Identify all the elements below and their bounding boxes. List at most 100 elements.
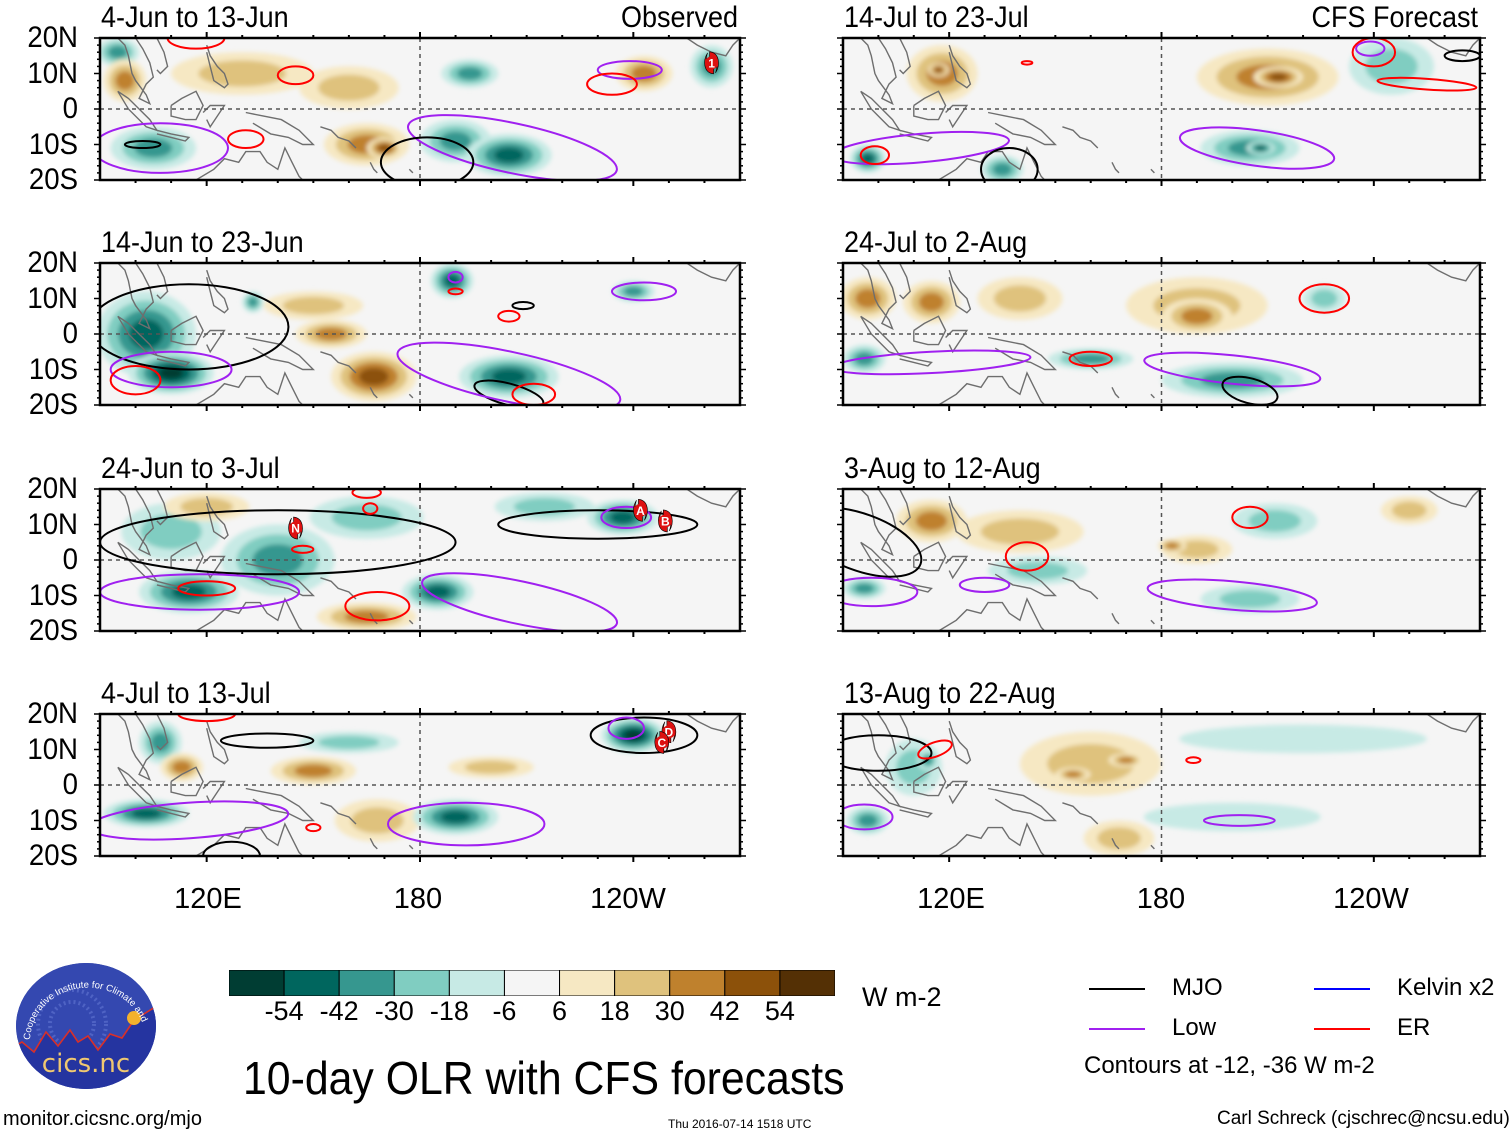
- colorbar-swatch: [779, 970, 835, 996]
- colorbar-tick-label: 54: [764, 996, 795, 1026]
- panel-title-fcst-4: 13-Aug to 22-Aug: [844, 677, 1056, 710]
- contour-low: [396, 341, 622, 405]
- olr-anomaly-region: [172, 760, 192, 774]
- coastline: [686, 38, 740, 57]
- lat-tick-label: 10N: [27, 56, 78, 90]
- colorbar-swatch: [559, 970, 616, 996]
- coastline: [898, 38, 911, 75]
- storm-label: B: [661, 514, 670, 528]
- olr-anomaly-region: [1248, 510, 1301, 532]
- coastline: [1062, 126, 1099, 149]
- legend-label-mjo: MJO: [1172, 974, 1223, 1001]
- footer-timestamp: Thu 2016-07-14 1518 UTC: [668, 1117, 812, 1131]
- contour-mjo: [202, 840, 261, 856]
- colorbar-swatch: [393, 970, 450, 996]
- olr-anomaly-region: [1179, 724, 1427, 754]
- olr-anomaly-region: [1365, 48, 1418, 84]
- olr-anomaly-region: [918, 292, 945, 312]
- lat-tick-label: 20N: [27, 21, 78, 54]
- contour-er: [177, 580, 237, 597]
- olr-anomaly-region: [1181, 308, 1213, 325]
- coastline: [987, 787, 1057, 822]
- colorbar-units: W m-2: [862, 982, 942, 1012]
- contour-low: [958, 576, 1011, 593]
- contour-low: [607, 716, 646, 740]
- olr-anomaly-region: [1391, 501, 1427, 520]
- contour-er: [497, 309, 521, 323]
- coastline: [898, 489, 911, 526]
- contour-low: [406, 114, 618, 180]
- legend-line-er: [1314, 1028, 1370, 1030]
- contour-low: [100, 573, 301, 611]
- olr-anomaly-region: [915, 511, 948, 531]
- contour-low: [421, 572, 619, 631]
- lat-tick-label: 10S: [28, 578, 78, 612]
- olr-anomaly-region: [108, 45, 128, 59]
- contour-low: [611, 281, 677, 302]
- lat-tick-label: 10S: [28, 352, 78, 386]
- contour-low: [447, 270, 464, 284]
- colorbar-swatch: [724, 970, 781, 996]
- olr-anomaly-region: [1255, 145, 1266, 151]
- panel-title-obs-2: 14-Jun to 23-Jun: [101, 226, 304, 259]
- coastline: [1150, 844, 1155, 850]
- contour-mjo: [219, 732, 315, 749]
- colorbar-tick-label: -30: [374, 996, 414, 1026]
- map-panel-fcst-4: [837, 708, 1486, 862]
- lat-tick-label: 20S: [28, 839, 78, 872]
- footer-url[interactable]: monitor.cicsnc.org/mjo: [3, 1108, 202, 1130]
- contour-low: [100, 122, 229, 174]
- contour-low: [843, 803, 894, 831]
- coastline: [945, 780, 969, 805]
- olr-anomaly-region: [464, 760, 518, 774]
- olr-anomaly-region: [282, 296, 344, 315]
- olr-anomaly-region: [439, 131, 472, 151]
- coastline: [913, 90, 947, 121]
- map-panel-obs-3: N A B: [94, 483, 746, 637]
- lat-tick-label: 20S: [28, 163, 78, 196]
- coastline: [245, 562, 315, 597]
- contour-er: [917, 739, 953, 760]
- coastline: [1111, 837, 1120, 850]
- panel-title-fcst-3: 3-Aug to 12-Aug: [844, 452, 1041, 485]
- coastline: [202, 329, 226, 354]
- contour-low: [596, 60, 663, 80]
- colorbar-swatch: [448, 970, 505, 996]
- coastline: [408, 393, 414, 399]
- olr-anomaly-region: [623, 286, 643, 297]
- coastline: [156, 354, 191, 367]
- contour-low: [1178, 126, 1336, 170]
- contour-low: [600, 505, 653, 530]
- storm-marker: N: [288, 516, 303, 540]
- lon-tick-180-left: 180: [393, 883, 443, 915]
- coastline: [369, 386, 378, 399]
- column-heading-observed: Observed: [620, 1, 738, 34]
- coastline: [913, 766, 947, 797]
- colorbar-tick-label: 30: [654, 996, 685, 1026]
- legend-line-low: [1089, 1028, 1145, 1030]
- coastline: [924, 597, 1046, 631]
- coastline: [206, 720, 229, 765]
- coastline: [1150, 393, 1155, 399]
- colorbar-tick-label: -6: [492, 996, 517, 1026]
- lat-tick-label: 0: [62, 317, 78, 350]
- coastline: [948, 720, 972, 765]
- lat-tick-label: 10N: [27, 507, 78, 541]
- contour-er: [1068, 350, 1113, 367]
- coastline: [156, 38, 169, 75]
- lat-tick-label: 20S: [28, 388, 78, 421]
- coastline: [408, 168, 414, 174]
- contour-mjo: [980, 147, 1039, 180]
- coastline: [1111, 386, 1120, 399]
- coastline: [898, 263, 911, 300]
- storm-label: 1: [708, 56, 715, 70]
- coastline: [117, 90, 159, 132]
- lat-tick-label: 10S: [28, 803, 78, 837]
- coastline: [1150, 168, 1155, 174]
- coastline: [948, 44, 972, 89]
- olr-anomaly-region: [1118, 756, 1134, 764]
- olr-anomaly-region: [858, 814, 878, 827]
- coastline: [948, 495, 972, 540]
- olr-anomaly-region: [855, 289, 881, 308]
- coastline: [948, 269, 972, 314]
